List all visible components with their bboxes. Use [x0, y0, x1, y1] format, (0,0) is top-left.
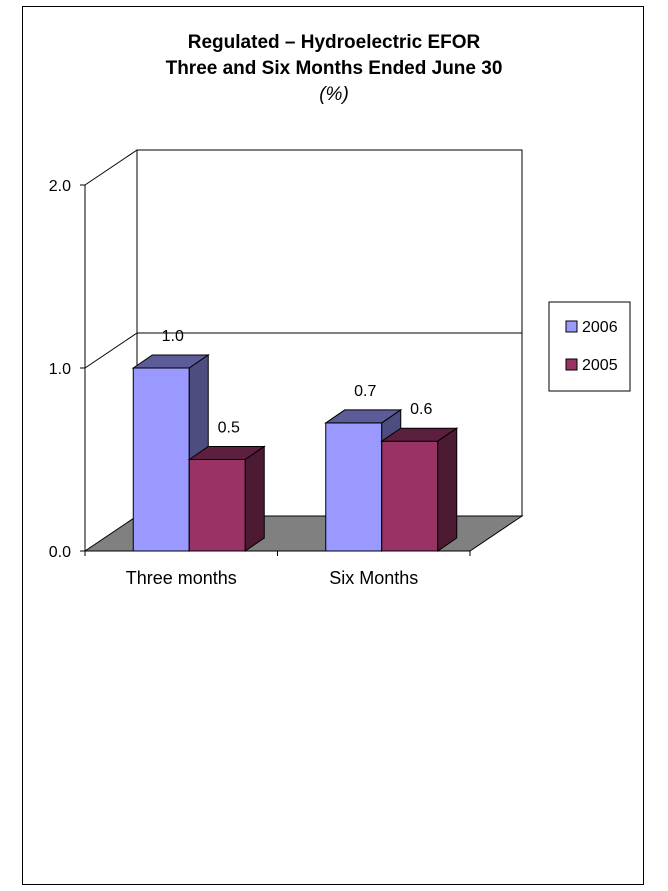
- legend-swatch: [565, 358, 578, 371]
- x-tick-label: Six Months: [329, 568, 418, 588]
- bar-front: [188, 459, 246, 552]
- legend-label: 2006: [582, 319, 618, 336]
- wall-edge-top: [84, 149, 138, 186]
- data-label: 1.0: [162, 328, 184, 345]
- plot-area: 0.0 1.0 2.0 Three months Six Months 1.0 0.5 0.7…: [49, 149, 524, 588]
- chart-title: Regulated – Hydroelectric EFOR: [187, 32, 481, 53]
- legend-box: [548, 301, 631, 392]
- bar-front: [325, 422, 383, 552]
- bar-front: [132, 367, 190, 552]
- legend: 2006 2005: [548, 301, 631, 392]
- y-tick-label: 0.0: [49, 544, 71, 561]
- chart-subtitle: Three and Six Months Ended June 30: [165, 58, 503, 79]
- chart-unit-label: (%): [319, 84, 349, 105]
- x-tick-label: Three months: [126, 568, 237, 588]
- bar-2005-1: [380, 427, 459, 552]
- chart-titles: Regulated – Hydroelectric EFOR Three and…: [0, 30, 668, 108]
- data-label: 0.7: [354, 383, 376, 400]
- legend-label: 2005: [582, 357, 618, 374]
- bar-front: [381, 440, 439, 552]
- bar-side: [244, 445, 265, 552]
- legend-swatch: [565, 320, 578, 333]
- data-label: 0.5: [218, 420, 240, 437]
- data-label: 0.6: [410, 401, 432, 418]
- y-tick-label: 2.0: [49, 178, 71, 195]
- bar-2005-0: [187, 445, 266, 552]
- y-tick-label: 1.0: [49, 361, 71, 378]
- gridline-diagonal: [84, 332, 138, 369]
- bar-side: [437, 427, 458, 552]
